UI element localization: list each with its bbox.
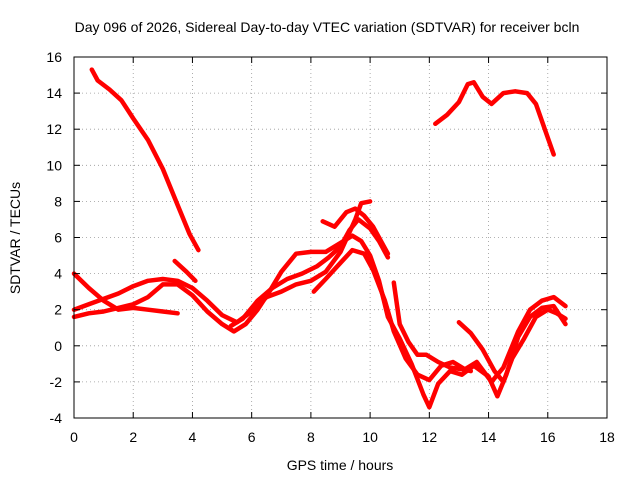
y-tick-label: 4 (54, 266, 62, 282)
series-layer (71, 67, 568, 410)
y-tick-label: -2 (50, 374, 63, 390)
y-tick-label: 10 (46, 157, 62, 173)
y-tick-label: 14 (46, 85, 62, 101)
grid-lines (74, 57, 607, 418)
x-tick-label: 16 (540, 429, 556, 445)
y-tick-label: 16 (46, 49, 62, 65)
x-tick-label: 4 (189, 429, 197, 445)
x-tick-label: 14 (481, 429, 497, 445)
y-tick-label: -4 (50, 410, 63, 426)
series-track-10 (391, 280, 474, 374)
y-tick-label: 12 (46, 121, 62, 137)
y-tick-label: 2 (54, 302, 62, 318)
x-tick-label: 18 (599, 429, 615, 445)
y-tick-label: 0 (54, 338, 62, 354)
y-tick-label: 6 (54, 230, 62, 246)
y-axis-tick-labels: -4 -2 0 2 4 6 8 10 12 14 16 (46, 49, 62, 426)
series-track-11 (456, 307, 568, 385)
x-tick-label: 12 (422, 429, 438, 445)
x-tick-label: 2 (129, 429, 137, 445)
chart-title: Day 096 of 2026, Sidereal Day-to-day VTE… (75, 19, 580, 35)
series-track-7 (228, 217, 391, 329)
y-axis-label: SDTVAR / TECUs (7, 182, 23, 294)
series-track-4 (71, 199, 373, 325)
x-tick-label: 8 (307, 429, 315, 445)
plot-frame (73, 56, 608, 419)
x-tick-label: 0 (70, 429, 78, 445)
series-track-9 (320, 206, 391, 256)
series-track-6 (172, 258, 198, 284)
x-axis-tick-labels: 0 2 4 6 8 10 12 14 16 18 (70, 429, 615, 445)
series-track-8 (311, 247, 568, 385)
x-tick-label: 10 (362, 429, 378, 445)
y-tick-label: 8 (54, 193, 62, 209)
series-track-3 (71, 271, 180, 316)
series-track-2 (433, 80, 556, 157)
x-tick-label: 6 (248, 429, 256, 445)
x-axis-label: GPS time / hours (287, 457, 394, 473)
axis-ticks (73, 56, 608, 419)
series-track-1 (89, 67, 201, 253)
